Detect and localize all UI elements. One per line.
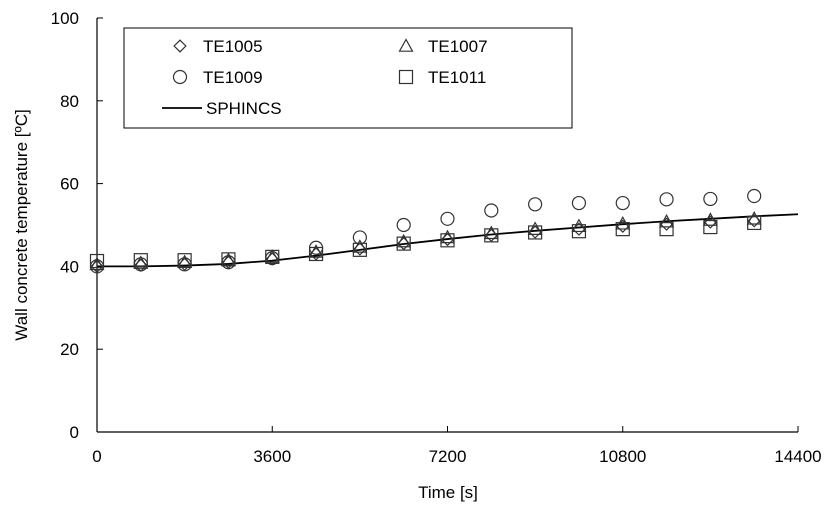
legend-marker-te1005 — [173, 39, 187, 53]
point-te1007 — [308, 244, 324, 258]
point-te1007 — [177, 254, 193, 269]
point-te1011 — [528, 225, 543, 240]
point-te1011 — [571, 224, 587, 239]
x-tick-label: 0 — [92, 447, 101, 466]
y-tick-label: 0 — [70, 423, 79, 442]
point-te1009 — [484, 203, 499, 218]
point-te1009 — [352, 230, 367, 245]
y-tick-label: 80 — [60, 92, 79, 111]
point-te1011 — [747, 215, 762, 231]
y-tick-label: 20 — [60, 340, 79, 359]
point-te1011 — [659, 222, 674, 237]
legend: TE1005 TE1007 TE1009 TE1011 SPHINCS — [123, 27, 573, 129]
point-te1009 — [396, 217, 411, 233]
point-te1011 — [177, 253, 192, 268]
x-tick-label: 3600 — [253, 447, 291, 466]
point-te1007 — [659, 213, 675, 228]
series-line-sphincs — [97, 213, 799, 268]
point-te1011 — [221, 252, 236, 267]
x-tick-label: 7200 — [429, 447, 467, 466]
point-te1011 — [352, 242, 367, 257]
point-te1007 — [264, 249, 280, 263]
legend-label-te1005: TE1005 — [203, 37, 263, 56]
point-te1007 — [571, 218, 587, 233]
point-te1011 — [308, 246, 324, 262]
point-te1011 — [89, 253, 105, 269]
legend-marker-te1011 — [398, 69, 414, 85]
plot-markers-layer — [89, 188, 762, 274]
point-te1007 — [439, 229, 456, 244]
point-te1011 — [396, 236, 411, 251]
point-te1007 — [702, 212, 718, 226]
point-te1009 — [571, 195, 587, 211]
x-tick-label: 14400 — [774, 447, 821, 466]
point-te1011 — [133, 253, 148, 268]
point-te1007 — [527, 221, 543, 235]
point-te1009 — [440, 211, 455, 226]
point-te1007 — [483, 225, 499, 240]
legend-marker-te1009 — [172, 69, 188, 85]
legend-label-te1009: TE1009 — [203, 68, 263, 87]
y-tick-label: 60 — [60, 175, 79, 194]
point-te1007 — [396, 233, 412, 248]
point-te1009 — [747, 188, 762, 204]
point-te1007 — [746, 211, 762, 225]
y-axis-title: Wall concrete temperature [ºC] — [12, 109, 31, 340]
point-te1011 — [484, 228, 499, 243]
point-te1007 — [133, 255, 149, 269]
point-te1009 — [703, 191, 718, 207]
point-te1005 — [659, 217, 674, 231]
legend-box — [123, 27, 573, 129]
point-te1007 — [352, 239, 368, 253]
point-te1011 — [265, 249, 280, 264]
point-te1011 — [615, 222, 630, 237]
legend-label-te1011: TE1011 — [428, 68, 486, 87]
ticks: 0 20 40 60 80 100 0 3600 7200 10800 14400 — [51, 9, 822, 466]
x-axis-title: Time [s] — [418, 483, 478, 502]
legend-marker-te1007 — [398, 38, 414, 52]
point-te1009 — [615, 195, 630, 211]
point-te1009 — [528, 197, 543, 212]
point-te1011 — [440, 233, 455, 248]
point-te1009 — [659, 192, 674, 207]
point-te1007 — [89, 256, 105, 271]
y-tick-label: 40 — [60, 257, 79, 276]
point-te1011 — [703, 219, 718, 235]
y-tick-label: 100 — [51, 9, 79, 28]
x-tick-label: 10800 — [599, 447, 646, 466]
legend-label-sphincs: SPHINCS — [206, 99, 282, 118]
legend-label-te1007: TE1007 — [428, 37, 488, 56]
plot-line-layer — [97, 213, 799, 268]
